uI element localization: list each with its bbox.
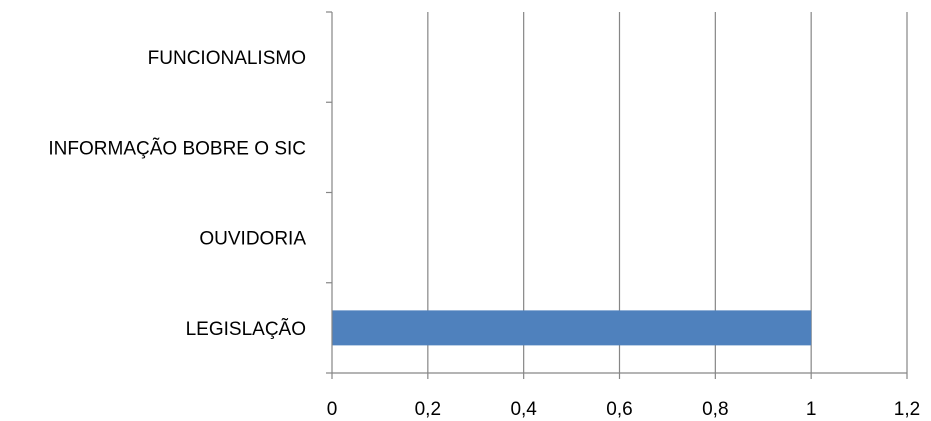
category-label: LEGISLAÇÃO: [186, 318, 306, 340]
category-label: FUNCIONALISMO: [148, 48, 306, 69]
category-label: OUVIDORIA: [199, 229, 306, 250]
x-tick-label: 0: [327, 399, 338, 420]
category-label: INFORMAÇÃO BOBRE O SIC: [48, 137, 306, 159]
x-tick-label: 0,2: [415, 399, 441, 420]
x-tick-labels: 0 0,2 0,4 0,6 0,8 1 1,2: [327, 399, 921, 420]
x-tick-label: 1,2: [894, 399, 920, 420]
x-tick-label: 0,6: [606, 399, 632, 420]
axes: [326, 11, 908, 379]
x-tick-label: 0,4: [510, 399, 537, 420]
category-labels: LEGISLAÇÃO OUVIDORIA INFORMAÇÃO BOBRE O SI…: [48, 48, 306, 340]
bar: [332, 310, 812, 346]
bars: [332, 310, 812, 346]
x-tick-label: 1: [806, 399, 817, 420]
x-tick-label: 0,8: [702, 399, 728, 420]
